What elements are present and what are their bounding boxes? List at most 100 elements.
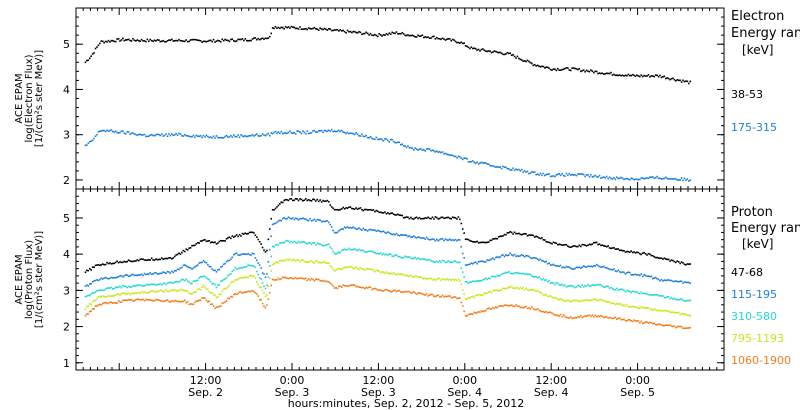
data-point xyxy=(310,199,313,202)
data-point xyxy=(482,260,484,263)
data-point xyxy=(535,275,537,278)
data-point xyxy=(315,278,317,280)
data-point xyxy=(162,300,164,303)
data-point xyxy=(675,298,677,301)
data-point xyxy=(398,214,401,216)
data-point xyxy=(320,201,323,203)
data-point xyxy=(234,235,236,238)
data-point xyxy=(250,134,252,137)
data-point xyxy=(316,28,319,31)
data-point xyxy=(126,286,128,289)
data-point xyxy=(667,279,670,281)
data-point xyxy=(364,32,366,35)
data-point xyxy=(454,40,457,43)
data-point xyxy=(329,204,332,206)
data-point xyxy=(273,27,275,30)
data-point xyxy=(162,282,164,285)
data-point xyxy=(470,281,473,284)
data-point xyxy=(101,295,104,297)
data-point xyxy=(109,295,111,298)
data-point xyxy=(518,255,520,258)
data-point xyxy=(332,229,334,232)
data-point xyxy=(552,263,555,266)
data-point xyxy=(316,260,319,263)
data-point xyxy=(182,300,185,303)
data-point xyxy=(286,132,288,135)
data-point xyxy=(440,261,442,264)
data-point xyxy=(561,244,563,246)
data-point xyxy=(220,266,222,268)
data-point xyxy=(640,74,643,76)
data-point xyxy=(253,265,255,267)
data-point xyxy=(199,261,202,264)
data-point xyxy=(502,287,504,290)
data-point xyxy=(297,28,300,30)
data-point xyxy=(181,266,183,269)
data-point xyxy=(676,260,679,262)
data-point xyxy=(99,289,101,292)
data-point xyxy=(310,243,313,246)
data-point xyxy=(601,72,604,75)
data-point xyxy=(438,260,441,262)
data-point xyxy=(437,37,440,40)
data-point xyxy=(495,306,497,308)
data-point xyxy=(592,316,595,318)
data-point xyxy=(443,153,445,155)
data-point xyxy=(664,176,667,179)
data-point xyxy=(559,69,562,72)
data-point xyxy=(228,273,231,276)
data-point xyxy=(201,261,203,264)
data-point xyxy=(84,144,87,147)
data-point xyxy=(245,233,248,235)
data-point xyxy=(358,268,360,271)
data-point xyxy=(484,309,487,312)
data-point xyxy=(601,244,604,246)
data-point xyxy=(407,216,409,219)
data-point xyxy=(90,55,92,57)
data-point xyxy=(585,315,588,317)
data-point xyxy=(639,307,641,310)
data-point xyxy=(139,299,141,301)
data-point xyxy=(110,295,113,297)
data-point xyxy=(611,269,614,271)
data-point xyxy=(244,266,247,269)
data-point xyxy=(88,57,91,60)
data-point xyxy=(110,276,113,279)
data-point xyxy=(569,174,572,176)
data-point xyxy=(196,279,199,281)
data-point xyxy=(261,282,264,284)
data-point xyxy=(384,34,386,37)
data-point xyxy=(155,133,157,136)
data-point xyxy=(686,178,689,180)
data-point xyxy=(302,199,304,202)
data-point xyxy=(232,253,235,256)
data-point xyxy=(482,241,484,244)
data-point xyxy=(127,292,130,294)
data-point xyxy=(267,298,270,301)
data-point xyxy=(299,26,301,28)
data-point xyxy=(670,311,673,314)
data-point xyxy=(232,134,235,136)
data-point xyxy=(574,173,576,176)
data-point xyxy=(531,170,533,173)
data-point xyxy=(404,216,406,219)
data-point xyxy=(355,132,357,134)
data-point xyxy=(412,218,415,220)
data-point xyxy=(477,310,480,313)
data-point xyxy=(470,240,473,242)
data-point xyxy=(379,230,382,233)
data-point xyxy=(313,129,316,132)
data-point xyxy=(502,235,504,237)
data-point xyxy=(425,36,428,39)
data-point xyxy=(142,274,144,277)
data-point xyxy=(369,286,372,289)
data-point xyxy=(571,285,573,287)
data-point xyxy=(479,50,481,52)
data-point xyxy=(469,161,471,163)
data-point xyxy=(188,247,190,249)
data-point xyxy=(173,299,176,302)
data-point xyxy=(624,319,627,322)
data-point xyxy=(179,288,182,291)
data-point xyxy=(335,253,337,255)
data-point xyxy=(258,277,261,279)
